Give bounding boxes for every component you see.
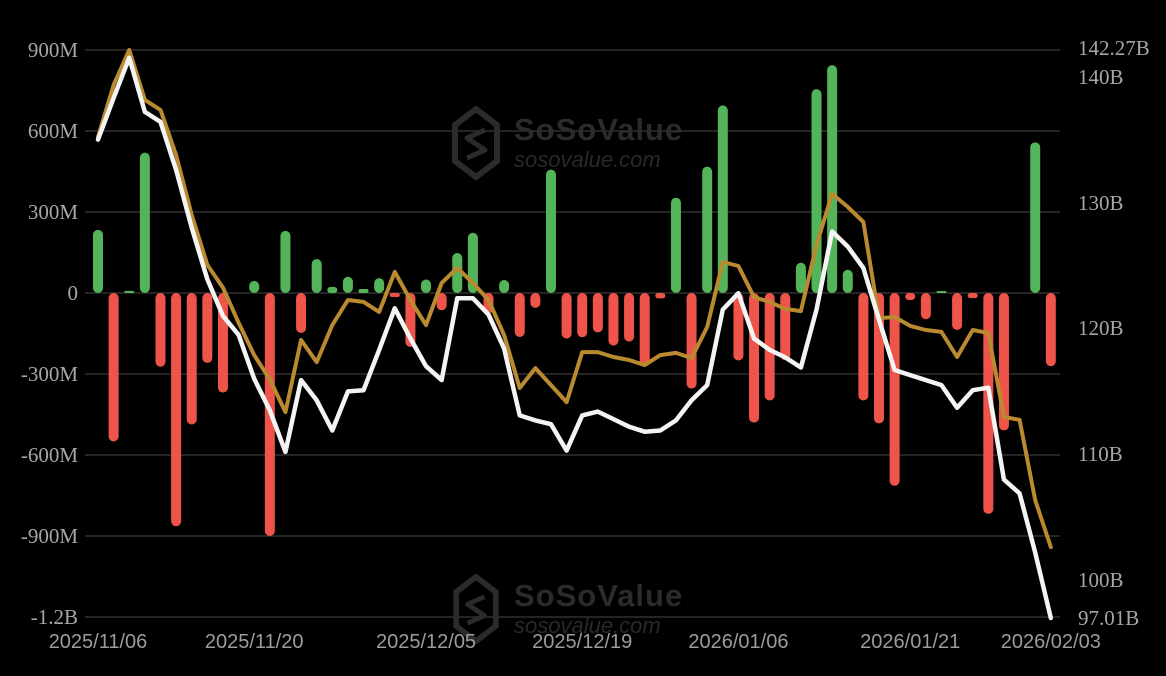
flow-bar-positive bbox=[545, 169, 556, 293]
flow-bar-positive bbox=[670, 197, 681, 293]
flow-bar-negative bbox=[655, 293, 666, 299]
x-axis-date-label: 2026/01/21 bbox=[860, 631, 961, 653]
y-axis-right-label: 120B bbox=[1078, 316, 1124, 341]
y-axis-left-label: -900M bbox=[20, 524, 78, 548]
y-axis-right-label: 100B bbox=[1078, 568, 1124, 593]
x-axis-date-label: 2025/11/20 bbox=[204, 631, 304, 653]
flow-bar-negative bbox=[202, 293, 213, 363]
flow-bar-negative bbox=[749, 293, 760, 423]
y-axis-left-label: 300M bbox=[27, 200, 78, 224]
flow-bar-negative bbox=[514, 293, 525, 338]
y-axis-right-label: 130B bbox=[1078, 190, 1124, 215]
flow-bar-positive bbox=[1030, 142, 1041, 293]
flow-bar-positive bbox=[139, 152, 150, 293]
gold-line bbox=[96, 48, 1053, 550]
flow-bar-negative bbox=[967, 293, 978, 299]
flow-bar-negative bbox=[1045, 293, 1056, 367]
flow-bar-negative bbox=[186, 293, 197, 425]
flow-bar-negative bbox=[905, 293, 916, 301]
y-axis-right-label: 140B bbox=[1078, 64, 1124, 89]
flow-bar-positive bbox=[499, 280, 510, 293]
x-axis-date-label: 2026/02/03 bbox=[1000, 631, 1101, 653]
flow-bar-negative bbox=[639, 293, 650, 367]
flow-bar-negative bbox=[920, 293, 931, 320]
y-axis-left-label: -600M bbox=[20, 443, 78, 467]
y-axis-right-label: 142.27B bbox=[1078, 36, 1150, 60]
flow-bar-negative bbox=[858, 293, 869, 401]
y-axis-left-label: 0 bbox=[67, 281, 79, 305]
flow-bar-positive bbox=[842, 269, 853, 293]
x-axis-date-label: 2025/12/19 bbox=[532, 631, 633, 653]
flow-bar-negative bbox=[530, 293, 541, 308]
white-line bbox=[95, 55, 1054, 621]
x-axis-date-label: 2025/12/05 bbox=[375, 631, 477, 653]
y-axis-left-label: 600M bbox=[27, 119, 78, 143]
flow-bar-negative bbox=[624, 293, 635, 342]
flow-bar-positive bbox=[358, 288, 369, 293]
y-axis-left-label: -1.2B bbox=[30, 605, 78, 629]
flow-bar-positive bbox=[342, 276, 353, 293]
flow-bar-positive bbox=[452, 253, 463, 293]
flow-bar-positive bbox=[421, 279, 432, 293]
flow-bar-positive bbox=[936, 291, 947, 293]
y-axis-left-label: -300M bbox=[20, 362, 78, 386]
x-axis-date-label: 2026/01/06 bbox=[688, 631, 789, 653]
flow-bar-positive bbox=[280, 230, 291, 293]
flow-bar-positive bbox=[93, 229, 103, 293]
flow-bar-negative bbox=[780, 293, 791, 361]
y-axis-right-label: 97.01B bbox=[1078, 606, 1140, 630]
y-axis-left-label: 900M bbox=[27, 38, 78, 62]
flow-bar-negative bbox=[577, 293, 588, 338]
flow-bar-positive bbox=[124, 290, 135, 293]
flow-bar-positive bbox=[795, 262, 806, 293]
flow-bar-negative bbox=[952, 293, 963, 330]
flow-bar-negative bbox=[686, 293, 697, 389]
flow-bar-positive bbox=[249, 280, 260, 293]
x-axis-date-label: 2025/11/06 bbox=[48, 631, 148, 653]
flow-bar-positive bbox=[327, 287, 338, 293]
flow-bar-negative bbox=[608, 293, 619, 346]
flow-bar-negative bbox=[561, 293, 572, 339]
flow-bar-negative bbox=[155, 293, 166, 367]
flow-bar-negative bbox=[436, 293, 447, 311]
flow-bar-positive bbox=[374, 278, 385, 293]
flow-bar-positive bbox=[717, 105, 728, 293]
flow-bar-positive bbox=[702, 166, 713, 293]
flow-bar-positive bbox=[311, 258, 322, 293]
flow-bar-negative bbox=[764, 293, 775, 401]
flow-bar-negative bbox=[389, 293, 400, 298]
flow-bar-negative bbox=[733, 293, 744, 361]
flow-bar-negative bbox=[171, 293, 182, 527]
flow-bar-negative bbox=[889, 293, 900, 486]
flow-bar-negative bbox=[296, 293, 307, 333]
flow-bar-negative bbox=[108, 293, 119, 442]
y-axis-right-label: 110B bbox=[1078, 442, 1123, 467]
flow-bar-negative bbox=[592, 293, 603, 333]
